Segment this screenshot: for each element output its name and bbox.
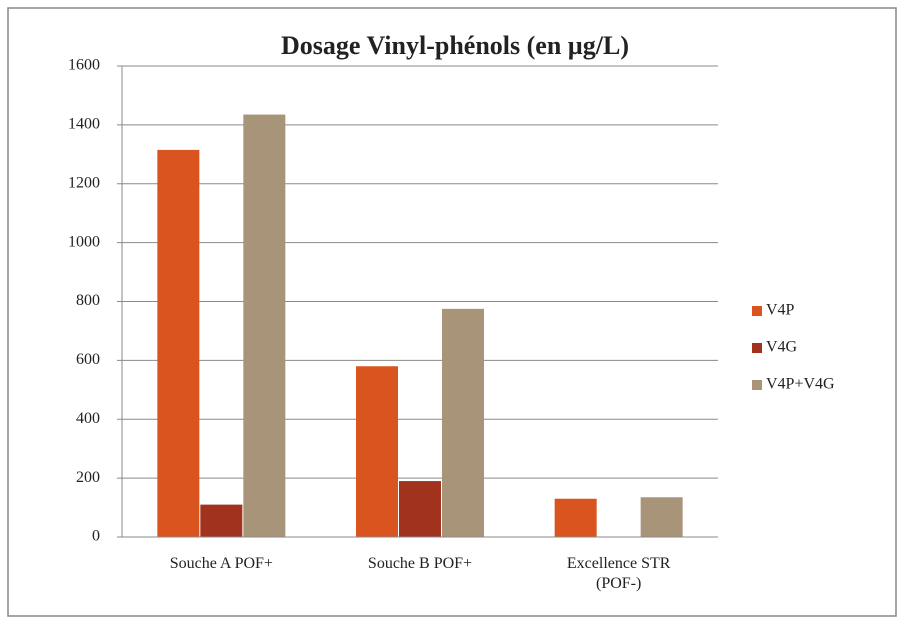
y-tick-label: 400 xyxy=(76,410,100,427)
y-tick-label: 1200 xyxy=(68,174,100,191)
y-tick-label: 1600 xyxy=(68,57,100,74)
bar xyxy=(200,504,243,537)
y-tick-label: 1400 xyxy=(68,116,100,133)
bar xyxy=(442,308,484,537)
bar xyxy=(243,114,286,538)
legend-swatch xyxy=(752,343,762,353)
bar xyxy=(356,366,398,537)
chart-title: Dosage Vinyl-phénols (en µg/L) xyxy=(281,31,629,60)
legend-label: V4G xyxy=(766,339,798,356)
bar xyxy=(399,481,441,537)
bar xyxy=(157,149,200,537)
x-tick-label: Souche B POF+ xyxy=(367,555,473,572)
legend-swatch xyxy=(752,380,762,390)
y-tick-label: 800 xyxy=(76,292,100,309)
bar xyxy=(640,497,683,537)
y-tick-label: 200 xyxy=(76,469,100,486)
legend-label: V4P xyxy=(766,302,795,319)
y-tick-label: 600 xyxy=(76,351,100,368)
bar xyxy=(554,498,597,537)
legend-swatch xyxy=(752,306,762,316)
x-tick-label: Souche A POF+ xyxy=(169,555,273,572)
legend-label: V4P+V4G xyxy=(766,376,835,393)
y-tick-label: 0 xyxy=(92,528,100,545)
x-tick-label: Excellence STR (POF-) xyxy=(566,555,671,592)
y-tick-label: 1000 xyxy=(68,233,100,250)
